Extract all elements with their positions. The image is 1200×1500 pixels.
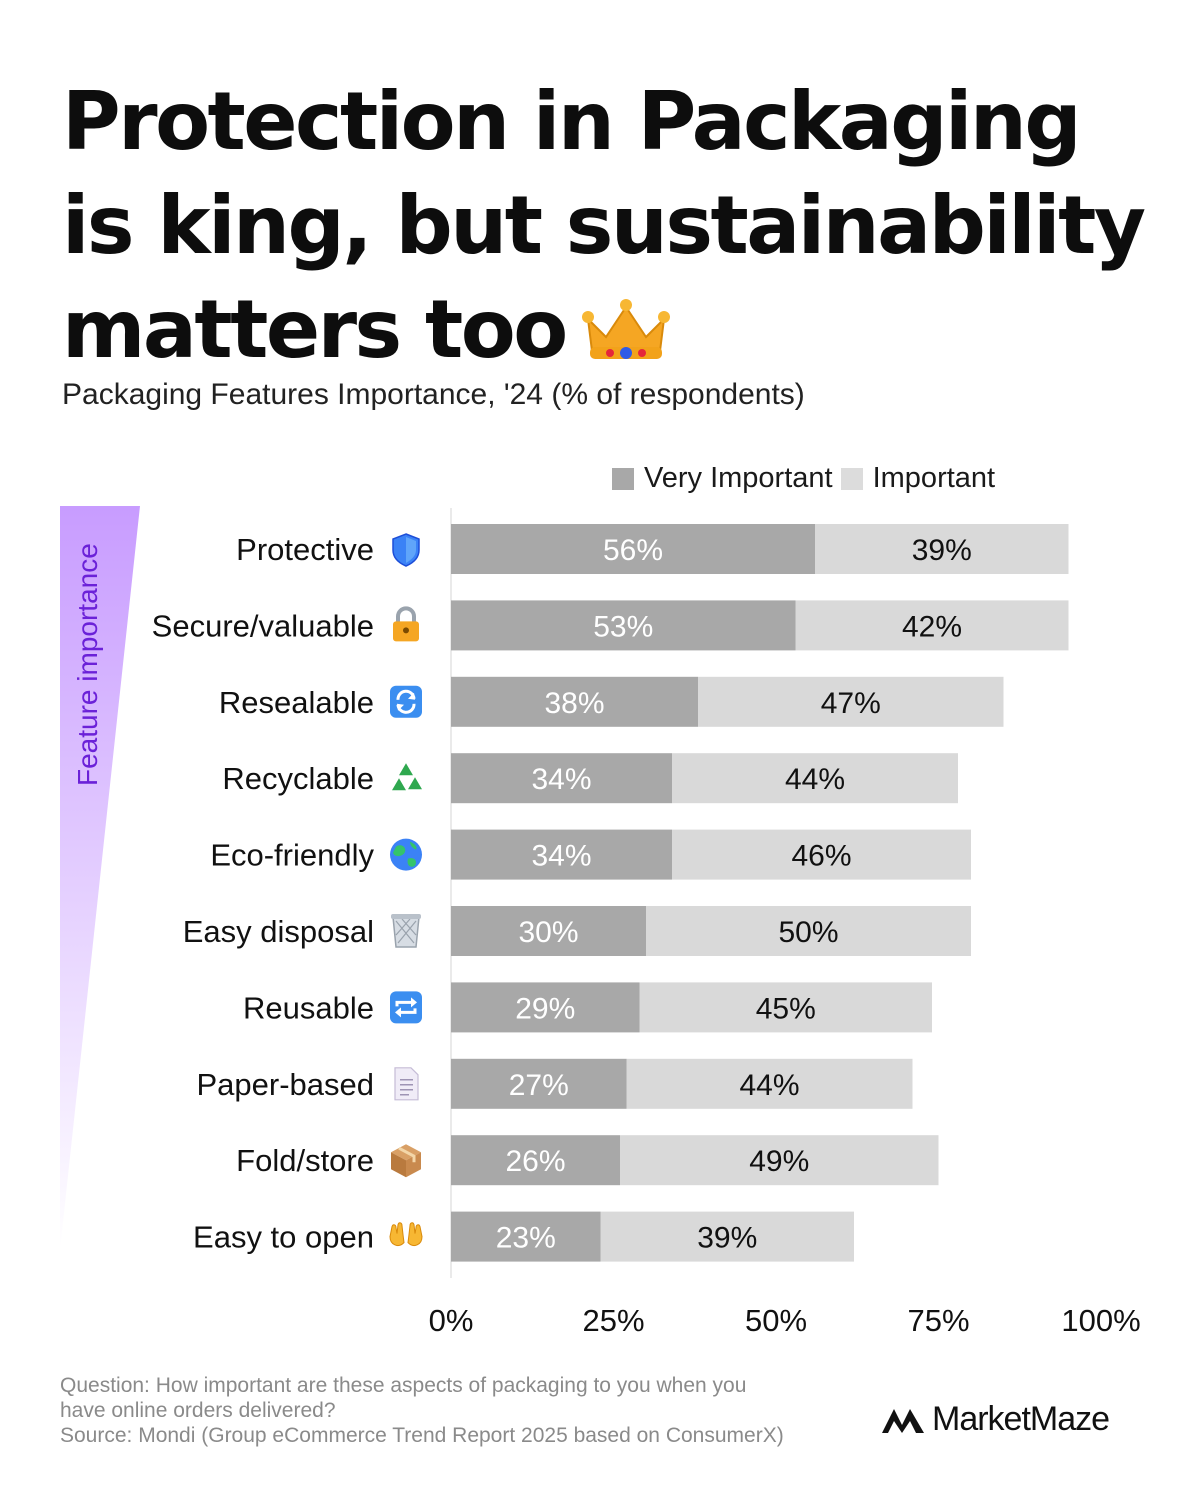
x-tick-label: 75% (907, 1303, 969, 1338)
bar-important (646, 906, 971, 956)
category-label: Fold/store (236, 1143, 374, 1178)
title-line-3: matters too (62, 278, 1162, 388)
category-label: Reusable (243, 990, 374, 1025)
category-label: Eco-friendly (210, 838, 374, 873)
title-line-1: Protection in Packaging (62, 75, 1082, 168)
feature-importance-label: Feature importance (72, 543, 103, 786)
lock-icon (393, 606, 419, 642)
data-label-important: 39% (697, 1222, 757, 1255)
category-label: Paper-based (196, 1067, 374, 1102)
x-tick-label: 100% (1061, 1303, 1140, 1338)
data-label-important: 46% (791, 840, 851, 873)
data-label-very-important: 26% (505, 1145, 565, 1178)
bar-important (626, 1058, 913, 1109)
data-label-very-important: 38% (544, 687, 604, 720)
data-label-important: 42% (902, 610, 962, 643)
data-label-very-important: 27% (509, 1069, 569, 1102)
source-line: Source: Mondi (Group eCommerce Trend Rep… (60, 1424, 784, 1447)
bar-important (620, 1135, 939, 1186)
data-label-important: 39% (912, 534, 972, 567)
data-label-very-important: 23% (496, 1222, 556, 1255)
bar-very-important (451, 524, 815, 574)
data-label-important: 47% (821, 687, 881, 720)
brand-logo: MarketMaze (880, 1400, 1110, 1439)
document-icon (394, 1067, 419, 1101)
x-tick-label: 0% (429, 1303, 474, 1338)
data-label-important: 44% (739, 1069, 799, 1102)
category-label: Easy disposal (183, 914, 374, 949)
data-label-very-important: 30% (518, 916, 578, 949)
bar-very-important (451, 676, 698, 727)
shield-icon (392, 533, 420, 567)
bar-important (815, 524, 1069, 574)
stacked-bar-chart: 56% 39% Protective 53% 42% Secure/valuable 38%… (60, 506, 1141, 1338)
chart-title: Protection in Packaging is king, but sus… (62, 70, 1162, 388)
bar-very-important (451, 1058, 627, 1109)
data-label-important: 49% (749, 1145, 809, 1178)
category-label: Protective (236, 532, 374, 567)
bar-very-important (451, 1211, 601, 1262)
legend-item-very-important: Very Important (612, 462, 833, 495)
legend-swatch-very-important (612, 467, 634, 490)
category-label: Secure/valuable (152, 608, 374, 643)
bar-important (600, 1211, 854, 1262)
bar-very-important (451, 600, 796, 651)
title-line-3-text: matters too (62, 283, 568, 376)
data-label-very-important: 29% (515, 992, 575, 1025)
footnote: Question: How important are these aspect… (60, 1373, 860, 1448)
repeat-icon (390, 991, 422, 1024)
bar-very-important (451, 982, 640, 1033)
legend-item-important: Important (840, 462, 996, 495)
data-label-important: 45% (756, 992, 816, 1025)
data-label-very-important: 53% (593, 610, 653, 643)
recycle-icon (392, 763, 422, 791)
question-line-2: have online orders delivered? (60, 1399, 336, 1422)
legend-label-very-important: Very Important (644, 462, 833, 494)
data-label-very-important: 56% (603, 534, 663, 567)
bar-very-important (451, 753, 672, 804)
brand-name: MarketMaze (932, 1400, 1110, 1438)
bar-important (795, 600, 1069, 651)
bar-important (672, 829, 971, 880)
legend-label-important: Important (872, 462, 996, 494)
bar-very-important (451, 906, 646, 956)
x-tick-label: 25% (582, 1303, 644, 1338)
x-tick-label: 50% (745, 1303, 807, 1338)
importance-gradient-triangle (60, 506, 140, 1250)
data-label-very-important: 34% (531, 763, 591, 796)
globe-icon (390, 838, 422, 871)
bar-very-important (451, 1135, 620, 1186)
marketmaze-logo-icon (882, 1408, 924, 1433)
question-line-1: Question: How important are these aspect… (60, 1374, 747, 1397)
open-hands-icon (389, 1222, 423, 1246)
wastebasket-icon (391, 914, 421, 948)
bar-important (672, 753, 958, 804)
data-label-important: 44% (785, 763, 845, 796)
title-line-2: is king, but sustainability (62, 179, 1146, 272)
data-label-important: 50% (778, 916, 838, 949)
chart-subtitle: Packaging Features Importance, '24 (% of… (62, 378, 805, 411)
bar-important (639, 982, 932, 1033)
refresh-arrows-icon (390, 685, 422, 718)
package-icon (391, 1144, 421, 1178)
legend: Very Important Important (612, 462, 1003, 495)
legend-swatch-important (840, 467, 863, 490)
bar-very-important (451, 829, 672, 880)
data-label-very-important: 34% (531, 840, 591, 873)
bar-important (698, 676, 1004, 727)
crown-icon (580, 284, 672, 388)
category-label: Easy to open (193, 1220, 374, 1255)
category-label: Recyclable (222, 761, 374, 796)
category-label: Resealable (219, 685, 374, 720)
